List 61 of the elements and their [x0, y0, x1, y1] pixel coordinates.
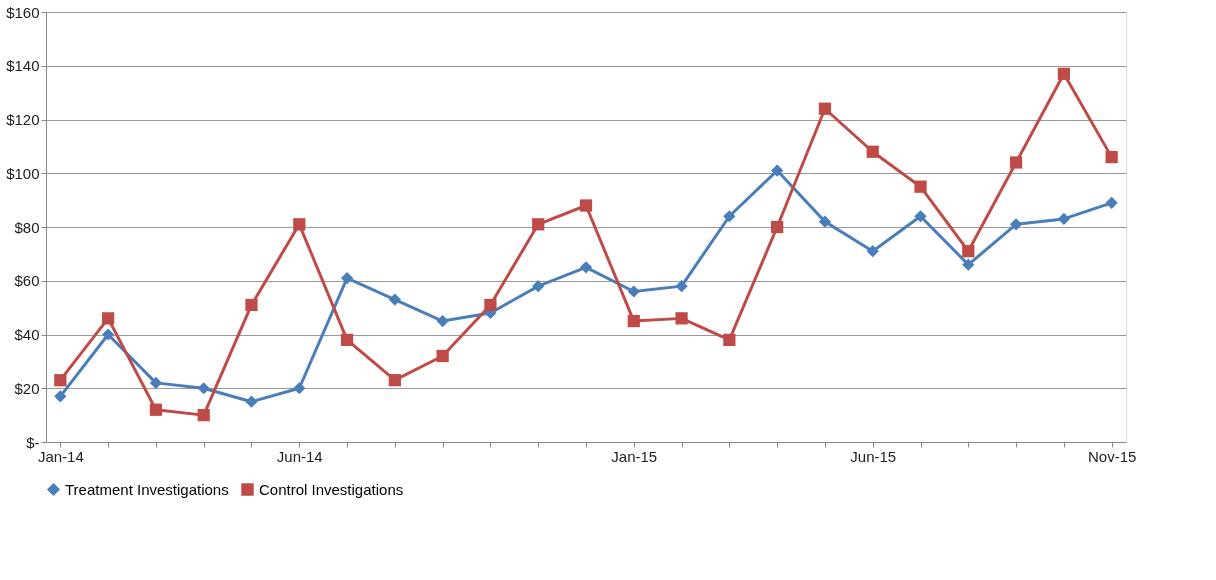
point	[436, 349, 449, 363]
point	[436, 314, 449, 328]
point	[627, 285, 640, 298]
point	[54, 390, 67, 403]
x-tick-label: Jun-14	[276, 447, 323, 465]
point	[723, 210, 736, 223]
point	[675, 312, 688, 325]
point	[818, 102, 832, 115]
x-tick-label: Jun-15	[850, 447, 897, 465]
point	[245, 298, 258, 312]
point	[197, 382, 210, 395]
point	[340, 333, 354, 346]
point	[54, 374, 67, 387]
point	[866, 245, 879, 258]
point	[102, 328, 115, 341]
y-tick-label: $160	[6, 3, 40, 21]
y-tick-label: $40	[14, 326, 40, 343]
x-tick-label: Nov-15	[1087, 447, 1137, 465]
point	[388, 374, 401, 387]
point	[102, 312, 115, 325]
x-tick-label: Jan-15	[611, 447, 658, 465]
point	[149, 403, 163, 416]
point	[340, 271, 354, 285]
point	[245, 395, 258, 408]
point	[1057, 67, 1070, 80]
point	[627, 314, 640, 328]
y-tick-label: $100	[6, 164, 40, 182]
point	[1057, 212, 1070, 226]
point	[579, 199, 593, 212]
point	[771, 220, 784, 234]
point	[818, 215, 832, 228]
y-tick-label: $60	[14, 272, 40, 290]
point	[1105, 196, 1118, 209]
y-tick-label: $120	[6, 111, 40, 128]
point	[723, 333, 736, 346]
point	[962, 258, 975, 271]
point	[866, 145, 879, 158]
y-tick-label: $80	[14, 218, 40, 236]
legend-label: Control Investigations	[259, 480, 404, 498]
point	[914, 210, 927, 223]
legend-label: Treatment Investigations	[65, 480, 229, 498]
point	[532, 280, 545, 293]
y-tick-label: $20	[14, 379, 40, 397]
point	[532, 218, 545, 231]
point	[484, 298, 497, 312]
y-tick-label: $-	[26, 433, 40, 451]
point	[293, 382, 306, 395]
point	[149, 376, 163, 389]
y-tick-label: $140	[6, 57, 40, 75]
point	[771, 164, 784, 177]
point	[197, 409, 210, 422]
point	[293, 218, 306, 231]
point	[388, 293, 401, 306]
point	[675, 280, 688, 293]
point	[1009, 218, 1023, 231]
point	[579, 261, 593, 274]
point	[962, 245, 975, 258]
point	[914, 180, 927, 193]
x-tick-label: Jan-14	[37, 447, 84, 465]
point	[1105, 151, 1118, 164]
point	[1009, 156, 1023, 169]
